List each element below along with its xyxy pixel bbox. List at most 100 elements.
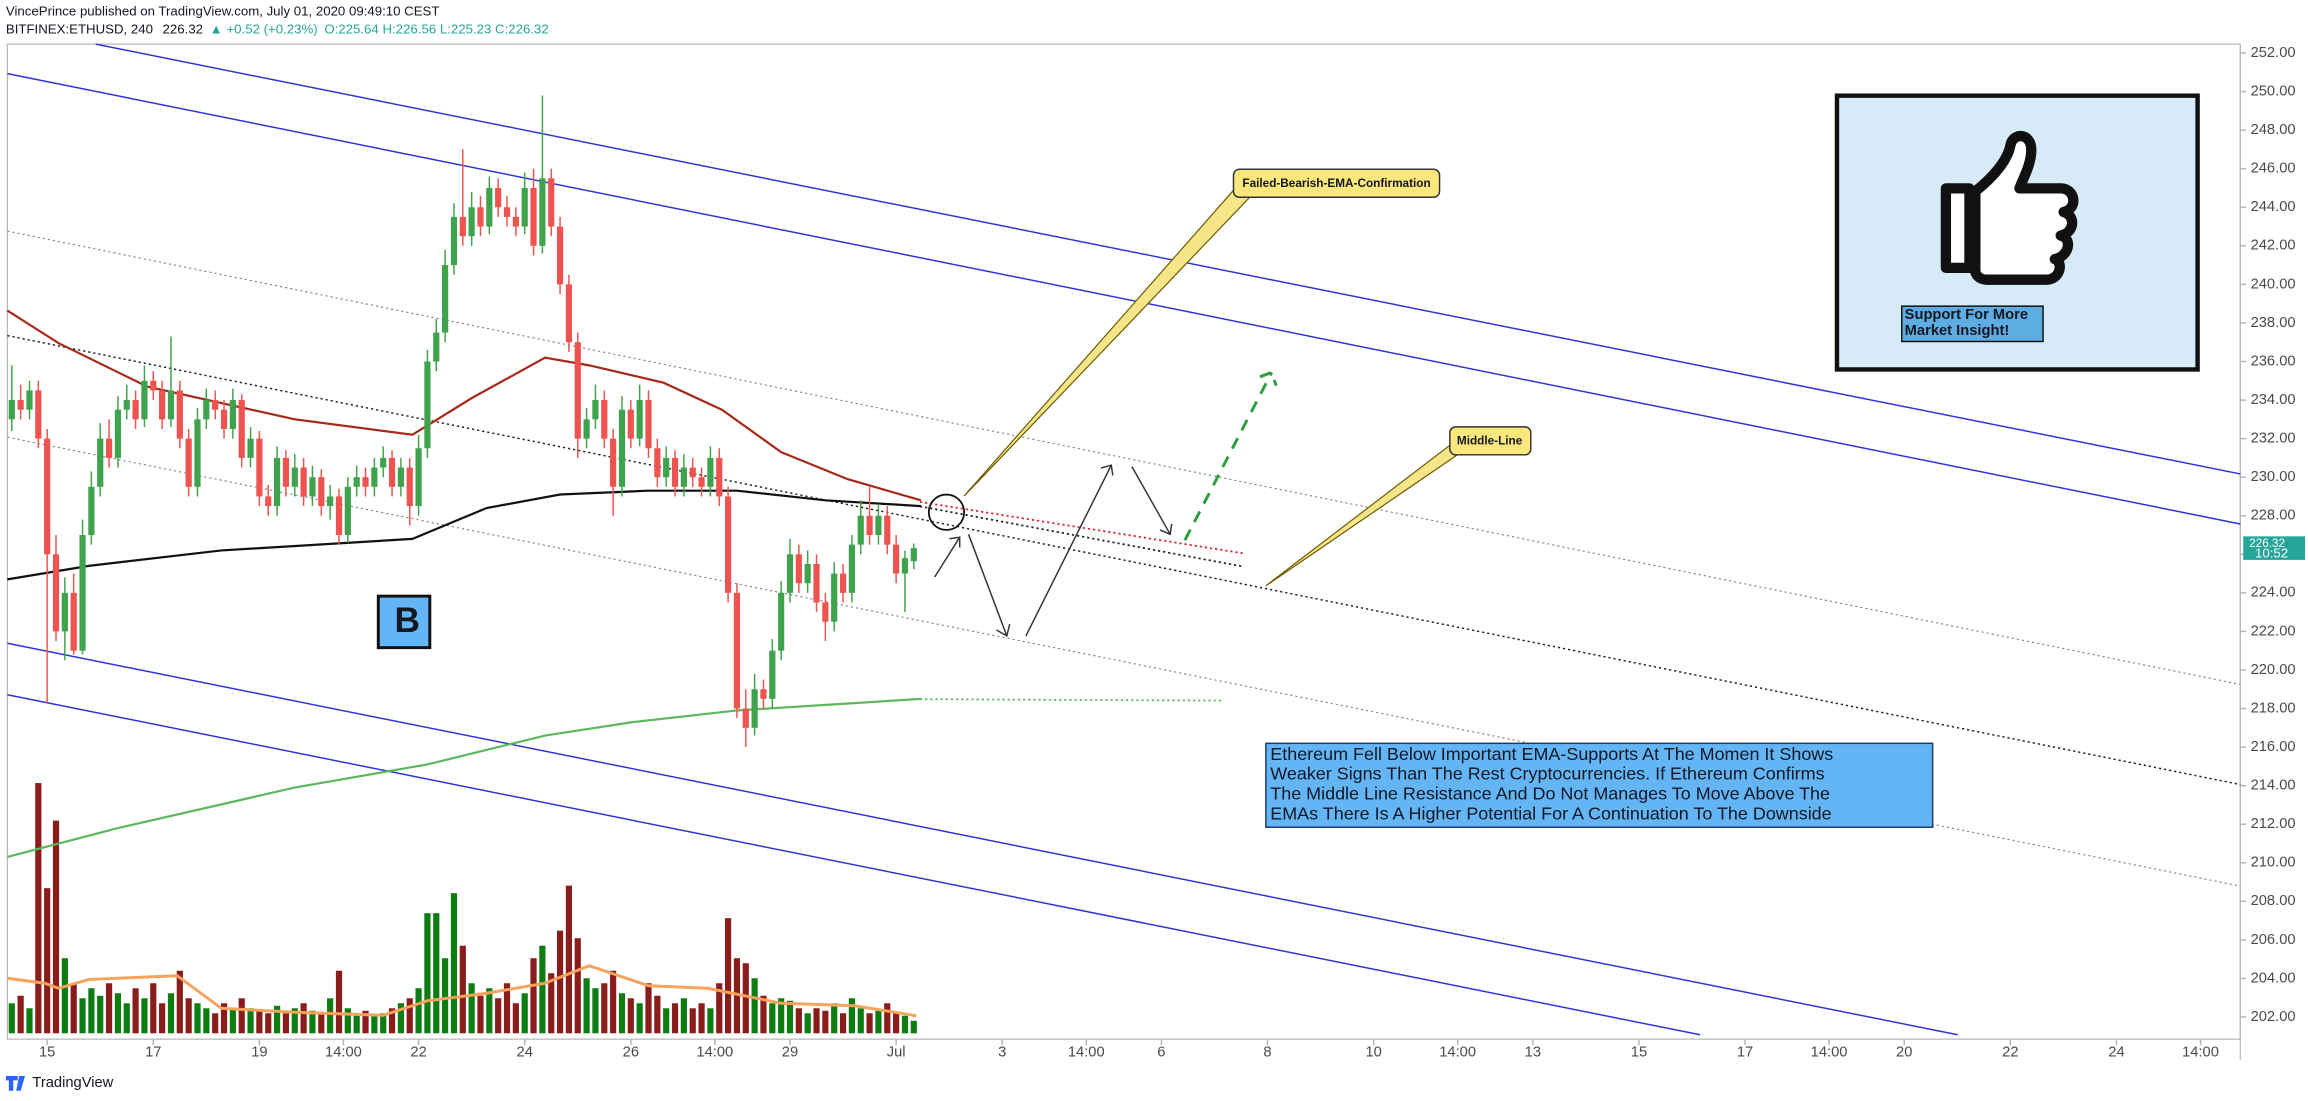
footer-text: TradingView bbox=[32, 1075, 113, 1091]
candle-body bbox=[601, 400, 608, 439]
x-tick-label: 6 bbox=[1157, 1044, 1165, 1060]
candle-body bbox=[247, 438, 254, 458]
channel-line bbox=[95, 43, 2241, 475]
volume-bar bbox=[680, 998, 687, 1034]
candle-body bbox=[406, 467, 413, 507]
volume-bar bbox=[707, 1008, 714, 1034]
x-tick-label: Jul bbox=[887, 1044, 906, 1060]
volume-bar bbox=[910, 1020, 917, 1034]
volume-bar bbox=[282, 1013, 290, 1034]
symbol: BITFINEX:ETHUSD, 240 bbox=[6, 21, 153, 36]
y-tick-label: 220.00 bbox=[2251, 662, 2296, 678]
volume-bar bbox=[229, 1008, 236, 1034]
volume-bar bbox=[530, 958, 537, 1034]
candle-body bbox=[35, 390, 42, 439]
x-tick-label: 8 bbox=[1263, 1044, 1271, 1060]
volume-bar bbox=[839, 1013, 847, 1034]
ohlc-text: O:225.64 H:226.56 L:225.23 C:226.32 bbox=[324, 21, 548, 36]
plot bbox=[6, 95, 922, 1034]
y-tick-label: 250.00 bbox=[2251, 83, 2296, 99]
x-tick-label: 24 bbox=[2108, 1044, 2124, 1060]
candle-body bbox=[592, 400, 599, 420]
volume-bar bbox=[52, 820, 60, 1034]
candle-body bbox=[875, 515, 882, 536]
volume-bar bbox=[433, 913, 440, 1034]
volume-bar bbox=[689, 1008, 696, 1034]
volume-bar bbox=[592, 988, 599, 1034]
candle-body bbox=[8, 400, 15, 420]
volume-bar bbox=[8, 1003, 15, 1034]
footer: TradingView bbox=[5, 1075, 114, 1091]
candle-body bbox=[415, 448, 422, 507]
candle-body bbox=[539, 178, 546, 246]
header-line: BITFINEX:ETHUSD, 240 226.32 ▲ +0.52 (+0.… bbox=[6, 21, 549, 36]
volume-bar bbox=[88, 988, 95, 1034]
volume-bar bbox=[388, 1008, 396, 1034]
callout-box bbox=[1232, 168, 1441, 198]
candle-body bbox=[742, 708, 749, 728]
candle-body bbox=[344, 486, 351, 536]
candle-body bbox=[813, 563, 820, 603]
x-tick-label: 14:00 bbox=[696, 1044, 733, 1060]
volume-bar bbox=[654, 995, 661, 1034]
y-tick-label: 204.00 bbox=[2251, 970, 2296, 986]
volume-bar bbox=[380, 1013, 387, 1034]
candle-body bbox=[778, 592, 785, 651]
candle-body bbox=[884, 515, 891, 545]
candle-body bbox=[901, 558, 909, 574]
change: ▲ +0.52 (+0.23%) bbox=[210, 21, 318, 36]
x-tick-label: 22 bbox=[2002, 1044, 2018, 1060]
candle-body bbox=[565, 284, 573, 343]
candle-body bbox=[848, 544, 855, 593]
volume-bar bbox=[70, 983, 77, 1034]
volume-bar bbox=[583, 978, 590, 1034]
volume-bar bbox=[521, 993, 528, 1034]
candle-body bbox=[371, 467, 378, 487]
volume-bar bbox=[875, 1010, 882, 1034]
volume-bar bbox=[318, 1013, 325, 1034]
y-tick-label: 214.00 bbox=[2251, 778, 2296, 794]
candle-body bbox=[733, 592, 741, 709]
volume-bar bbox=[335, 970, 343, 1034]
volume-bar bbox=[468, 983, 475, 1034]
volume-bar bbox=[300, 1003, 307, 1034]
y-tick-label: 212.00 bbox=[2251, 816, 2296, 832]
volume-bar bbox=[424, 913, 431, 1034]
candle-body bbox=[212, 400, 219, 410]
candle-body bbox=[556, 226, 564, 285]
volume-bar bbox=[804, 1013, 811, 1034]
volume-bar bbox=[247, 1008, 254, 1034]
bullish-arrow bbox=[1183, 370, 1278, 541]
volume-bar bbox=[822, 1010, 829, 1034]
volume-bar bbox=[397, 1003, 404, 1034]
candle-body bbox=[424, 361, 431, 449]
price-tag-timer: 10:52 bbox=[2255, 546, 2288, 561]
marker-box bbox=[376, 594, 432, 650]
volume-bar bbox=[645, 983, 652, 1034]
volume-bar bbox=[866, 1013, 873, 1034]
x-tick-label: 3 bbox=[998, 1044, 1006, 1060]
candle-body bbox=[220, 409, 228, 429]
candle-body bbox=[645, 400, 652, 449]
candle-body bbox=[512, 216, 519, 227]
candle-body bbox=[804, 563, 811, 584]
volume-bar bbox=[769, 1003, 776, 1034]
candle-body bbox=[698, 477, 705, 487]
candle-body bbox=[663, 457, 670, 478]
candle-body bbox=[282, 457, 290, 487]
candle-body bbox=[123, 400, 130, 410]
volume-bar bbox=[548, 973, 555, 1034]
volume-bar bbox=[203, 1008, 210, 1034]
volume-bar bbox=[362, 1010, 369, 1034]
y-tick-label: 230.00 bbox=[2251, 469, 2296, 485]
volume-bar bbox=[760, 995, 767, 1034]
x-tick-label: 19 bbox=[251, 1044, 267, 1060]
x-tick-label: 14:00 bbox=[325, 1044, 362, 1060]
candle-body bbox=[388, 457, 396, 487]
volume-bar bbox=[459, 945, 466, 1034]
volume-bar bbox=[141, 998, 148, 1034]
candle-body bbox=[52, 554, 60, 632]
candle-body bbox=[671, 457, 679, 487]
candle-body bbox=[618, 409, 626, 487]
candle-body bbox=[88, 486, 95, 536]
